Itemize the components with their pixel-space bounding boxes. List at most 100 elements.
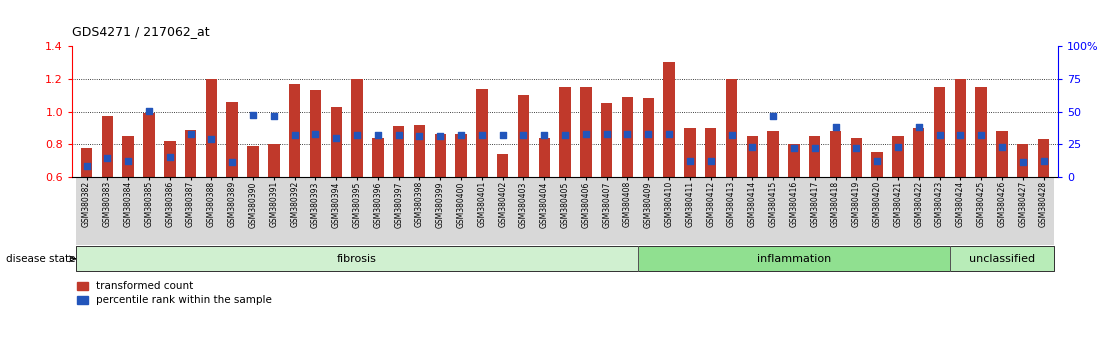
Bar [247, 146, 259, 177]
Point [348, 132, 366, 138]
Point [681, 159, 699, 164]
Bar [538, 138, 550, 177]
Bar [830, 131, 841, 177]
Point [827, 124, 844, 130]
Point [120, 159, 137, 164]
Bar [601, 103, 613, 177]
Bar [684, 128, 696, 177]
Bar [809, 136, 820, 177]
Bar [413, 125, 425, 177]
Point [931, 132, 948, 138]
Bar [996, 131, 1007, 177]
Point [286, 132, 304, 138]
Point [889, 144, 906, 149]
Bar [560, 87, 571, 177]
Point [161, 154, 178, 159]
FancyBboxPatch shape [638, 246, 950, 271]
Point [224, 159, 242, 165]
Bar [289, 84, 300, 177]
Point [701, 159, 719, 164]
Bar [664, 62, 675, 177]
Bar [143, 113, 155, 177]
Point [78, 164, 95, 169]
Point [743, 144, 761, 149]
Bar [497, 154, 509, 177]
Point [952, 132, 970, 138]
Bar [372, 138, 383, 177]
Text: disease state: disease state [6, 254, 75, 264]
Point [598, 132, 616, 137]
Bar [393, 126, 404, 177]
Point [786, 145, 803, 151]
Point [618, 132, 636, 137]
Point [973, 132, 991, 138]
Bar [517, 95, 530, 177]
Bar [705, 128, 717, 177]
Point [182, 131, 199, 136]
Point [390, 132, 408, 138]
Point [722, 132, 740, 138]
Bar [206, 79, 217, 177]
Bar [747, 136, 758, 177]
Bar [164, 141, 175, 177]
Bar [955, 79, 966, 177]
Bar [1017, 144, 1028, 177]
Point [265, 113, 283, 119]
Bar [351, 79, 362, 177]
Bar [268, 144, 279, 177]
Bar [226, 102, 238, 177]
Bar [788, 144, 800, 177]
Bar [123, 136, 134, 177]
Bar [851, 138, 862, 177]
Bar [726, 79, 737, 177]
Bar [643, 98, 654, 177]
Text: GDS4271 / 217062_at: GDS4271 / 217062_at [72, 25, 209, 38]
Point [244, 112, 261, 118]
Bar [622, 97, 633, 177]
Bar [913, 128, 924, 177]
Bar [581, 87, 592, 177]
Point [473, 132, 491, 138]
Text: fibrosis: fibrosis [337, 254, 377, 264]
Point [203, 137, 220, 142]
Bar [1038, 139, 1049, 177]
Point [806, 145, 823, 150]
Point [494, 132, 512, 138]
Bar [455, 135, 466, 177]
Point [514, 132, 532, 138]
FancyBboxPatch shape [950, 246, 1054, 271]
FancyBboxPatch shape [76, 246, 638, 271]
Bar [310, 90, 321, 177]
Point [140, 108, 157, 114]
Point [99, 155, 116, 161]
Point [577, 132, 595, 137]
Point [1035, 159, 1053, 164]
Point [639, 132, 657, 137]
Bar [975, 87, 987, 177]
Point [765, 113, 782, 119]
Bar [102, 116, 113, 177]
Text: unclassified: unclassified [968, 254, 1035, 264]
Legend: transformed count, percentile rank within the sample: transformed count, percentile rank withi… [78, 281, 271, 306]
Bar [934, 87, 945, 177]
Bar [768, 131, 779, 177]
Point [369, 132, 387, 138]
Point [411, 133, 429, 139]
Bar [434, 135, 447, 177]
Point [869, 159, 886, 164]
Point [327, 135, 345, 141]
Point [660, 131, 678, 136]
Bar [330, 107, 342, 177]
Point [556, 132, 574, 138]
Bar [476, 88, 488, 177]
Bar [871, 153, 883, 177]
Point [307, 132, 325, 137]
Text: inflammation: inflammation [757, 254, 831, 264]
Point [848, 145, 865, 150]
Bar [892, 136, 904, 177]
Point [431, 133, 449, 139]
Bar [81, 148, 92, 177]
Point [993, 144, 1010, 149]
Point [452, 132, 470, 138]
Bar [185, 130, 196, 177]
